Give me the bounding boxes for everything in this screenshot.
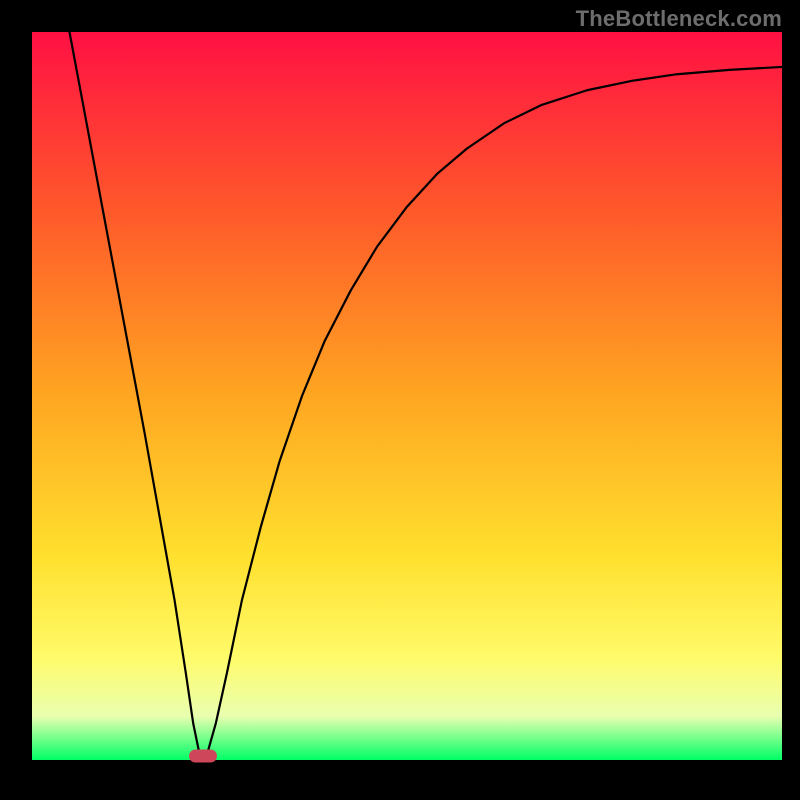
plot-area <box>32 32 782 760</box>
curve-svg <box>32 32 782 760</box>
watermark-text: TheBottleneck.com <box>576 6 782 32</box>
minimum-marker <box>189 749 217 762</box>
curve-path <box>70 32 783 758</box>
chart-frame: TheBottleneck.com <box>0 0 800 800</box>
